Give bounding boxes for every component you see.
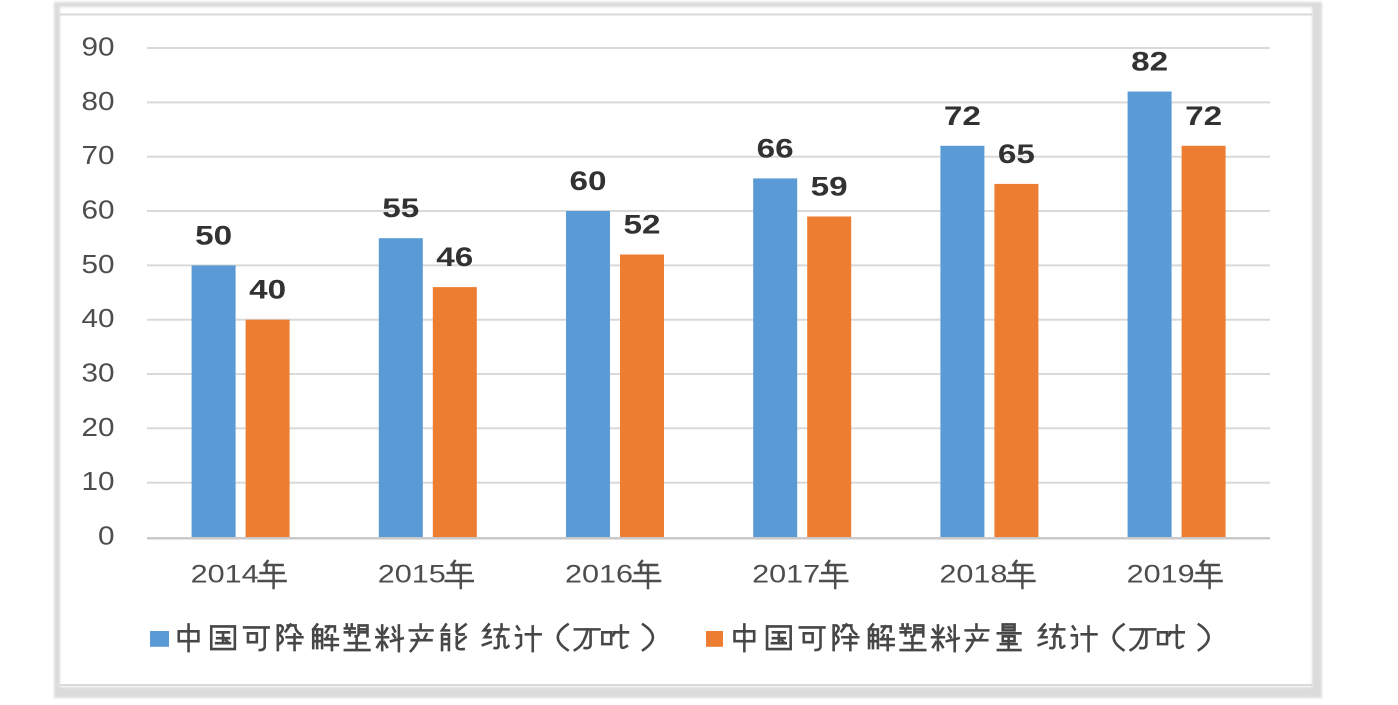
svg-text:65: 65 (998, 139, 1035, 169)
svg-text:60: 60 (82, 197, 115, 225)
svg-text:66: 66 (757, 133, 794, 163)
svg-text:55: 55 (382, 193, 419, 223)
svg-text:82: 82 (1131, 47, 1168, 77)
svg-text:70: 70 (82, 142, 115, 170)
svg-text:52: 52 (624, 210, 661, 240)
svg-text:50: 50 (82, 251, 115, 279)
svg-text:2017: 2017 (752, 561, 820, 589)
svg-text:2019: 2019 (1127, 561, 1195, 589)
svg-text:40: 40 (249, 275, 286, 305)
svg-text:72: 72 (944, 101, 981, 131)
svg-text:20: 20 (82, 414, 115, 442)
svg-text:46: 46 (436, 242, 473, 272)
svg-text:80: 80 (82, 88, 115, 116)
svg-text:30: 30 (82, 360, 115, 388)
svg-text:50: 50 (195, 220, 232, 250)
svg-text:2015: 2015 (378, 561, 446, 589)
svg-text:10: 10 (82, 468, 115, 496)
svg-text:40: 40 (82, 305, 115, 333)
svg-text:0: 0 (98, 523, 115, 551)
svg-text:72: 72 (1185, 101, 1222, 131)
svg-text:90: 90 (82, 34, 115, 62)
svg-text:59: 59 (811, 172, 848, 202)
svg-text:2014: 2014 (191, 561, 259, 589)
svg-text:60: 60 (570, 166, 607, 196)
svg-text:2018: 2018 (939, 561, 1007, 589)
svg-text:2016: 2016 (565, 561, 633, 589)
